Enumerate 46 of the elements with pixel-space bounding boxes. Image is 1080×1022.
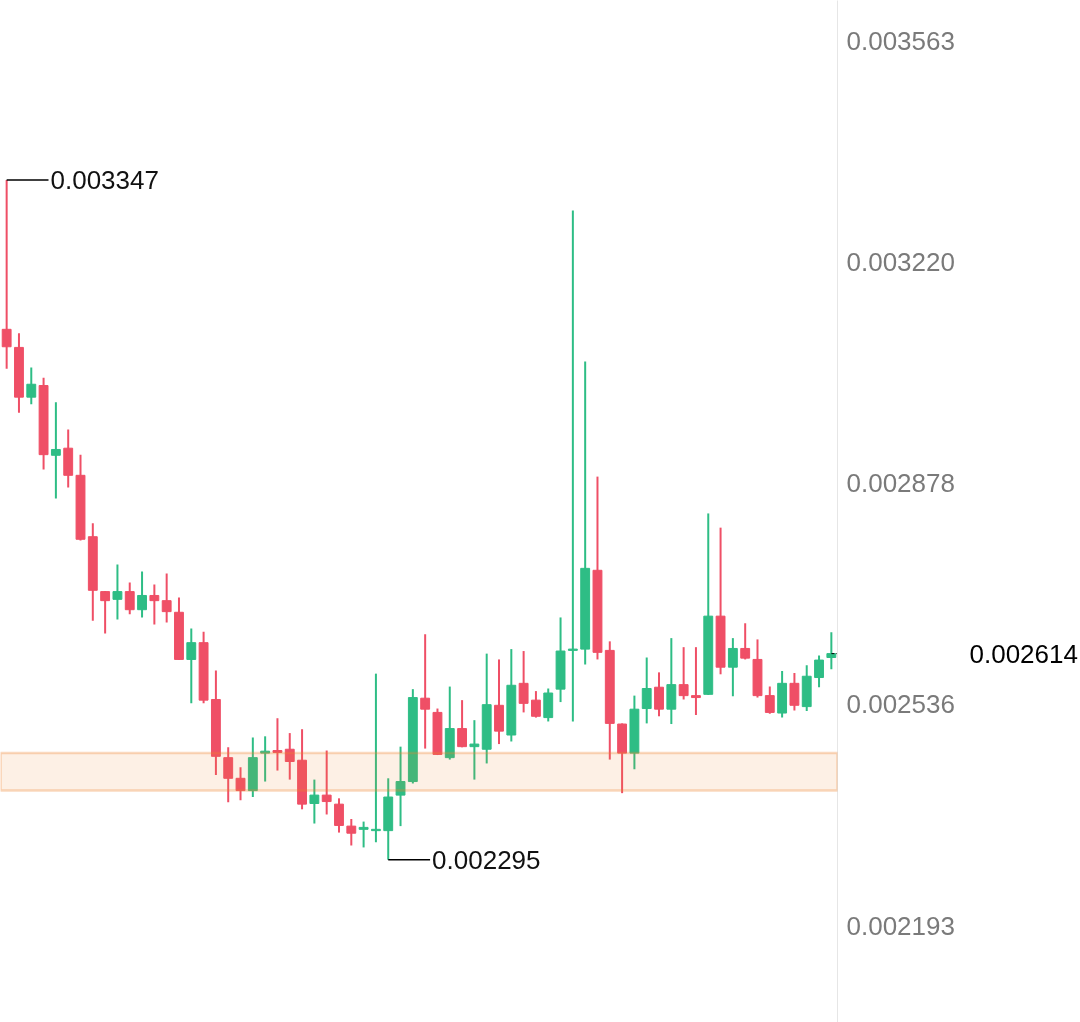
- candlestick: [321, 749, 332, 816]
- candlestick: [235, 766, 246, 802]
- annotation: 0.002295: [432, 844, 541, 875]
- candlestick: [395, 745, 406, 828]
- candlestick: [764, 685, 775, 715]
- candlestick: [641, 656, 652, 725]
- candlestick: [334, 797, 344, 834]
- y-tick-label: 0.003220: [846, 247, 955, 278]
- candlestick: [161, 572, 172, 624]
- candlestick: [826, 631, 837, 671]
- candlestick: [814, 654, 824, 689]
- candlestick: [50, 401, 61, 500]
- candlestick: [1, 179, 12, 370]
- candlestick: [531, 690, 541, 719]
- y-tick-label: 0.002878: [846, 468, 955, 499]
- candlestick: [26, 366, 37, 406]
- candlestick: [420, 633, 431, 750]
- candlestick: [260, 735, 271, 783]
- candlestick: [272, 717, 283, 772]
- annotation: 0.003347: [50, 165, 159, 196]
- candlestick: [124, 581, 135, 616]
- y-tick-label: 0.003563: [846, 25, 955, 56]
- candlestick: [223, 746, 234, 804]
- candlestick: [309, 778, 320, 825]
- candlestick: [740, 622, 751, 661]
- candlestick: [567, 209, 578, 723]
- candlestick: [284, 732, 295, 781]
- candlestick: [691, 646, 701, 716]
- candlestick: [678, 646, 689, 701]
- ref-line-label: 0.002614: [969, 638, 1078, 669]
- y-tick-label: 0.002193: [846, 910, 955, 941]
- candlestick: [789, 672, 800, 712]
- candlestick: [137, 570, 147, 619]
- y-tick-label: 0.002536: [846, 689, 955, 720]
- candlestick: [457, 699, 468, 749]
- candlestick: [149, 583, 160, 626]
- candlestick: [370, 672, 381, 844]
- candlestick: [727, 637, 738, 698]
- candlestick: [100, 589, 111, 635]
- candlestick: [186, 627, 197, 705]
- candlestick: [112, 563, 123, 621]
- candlestick: [358, 820, 369, 849]
- candlestick: [346, 818, 357, 847]
- candlestick: [518, 650, 529, 714]
- candlestick: [654, 671, 664, 718]
- candlestick: [469, 719, 480, 781]
